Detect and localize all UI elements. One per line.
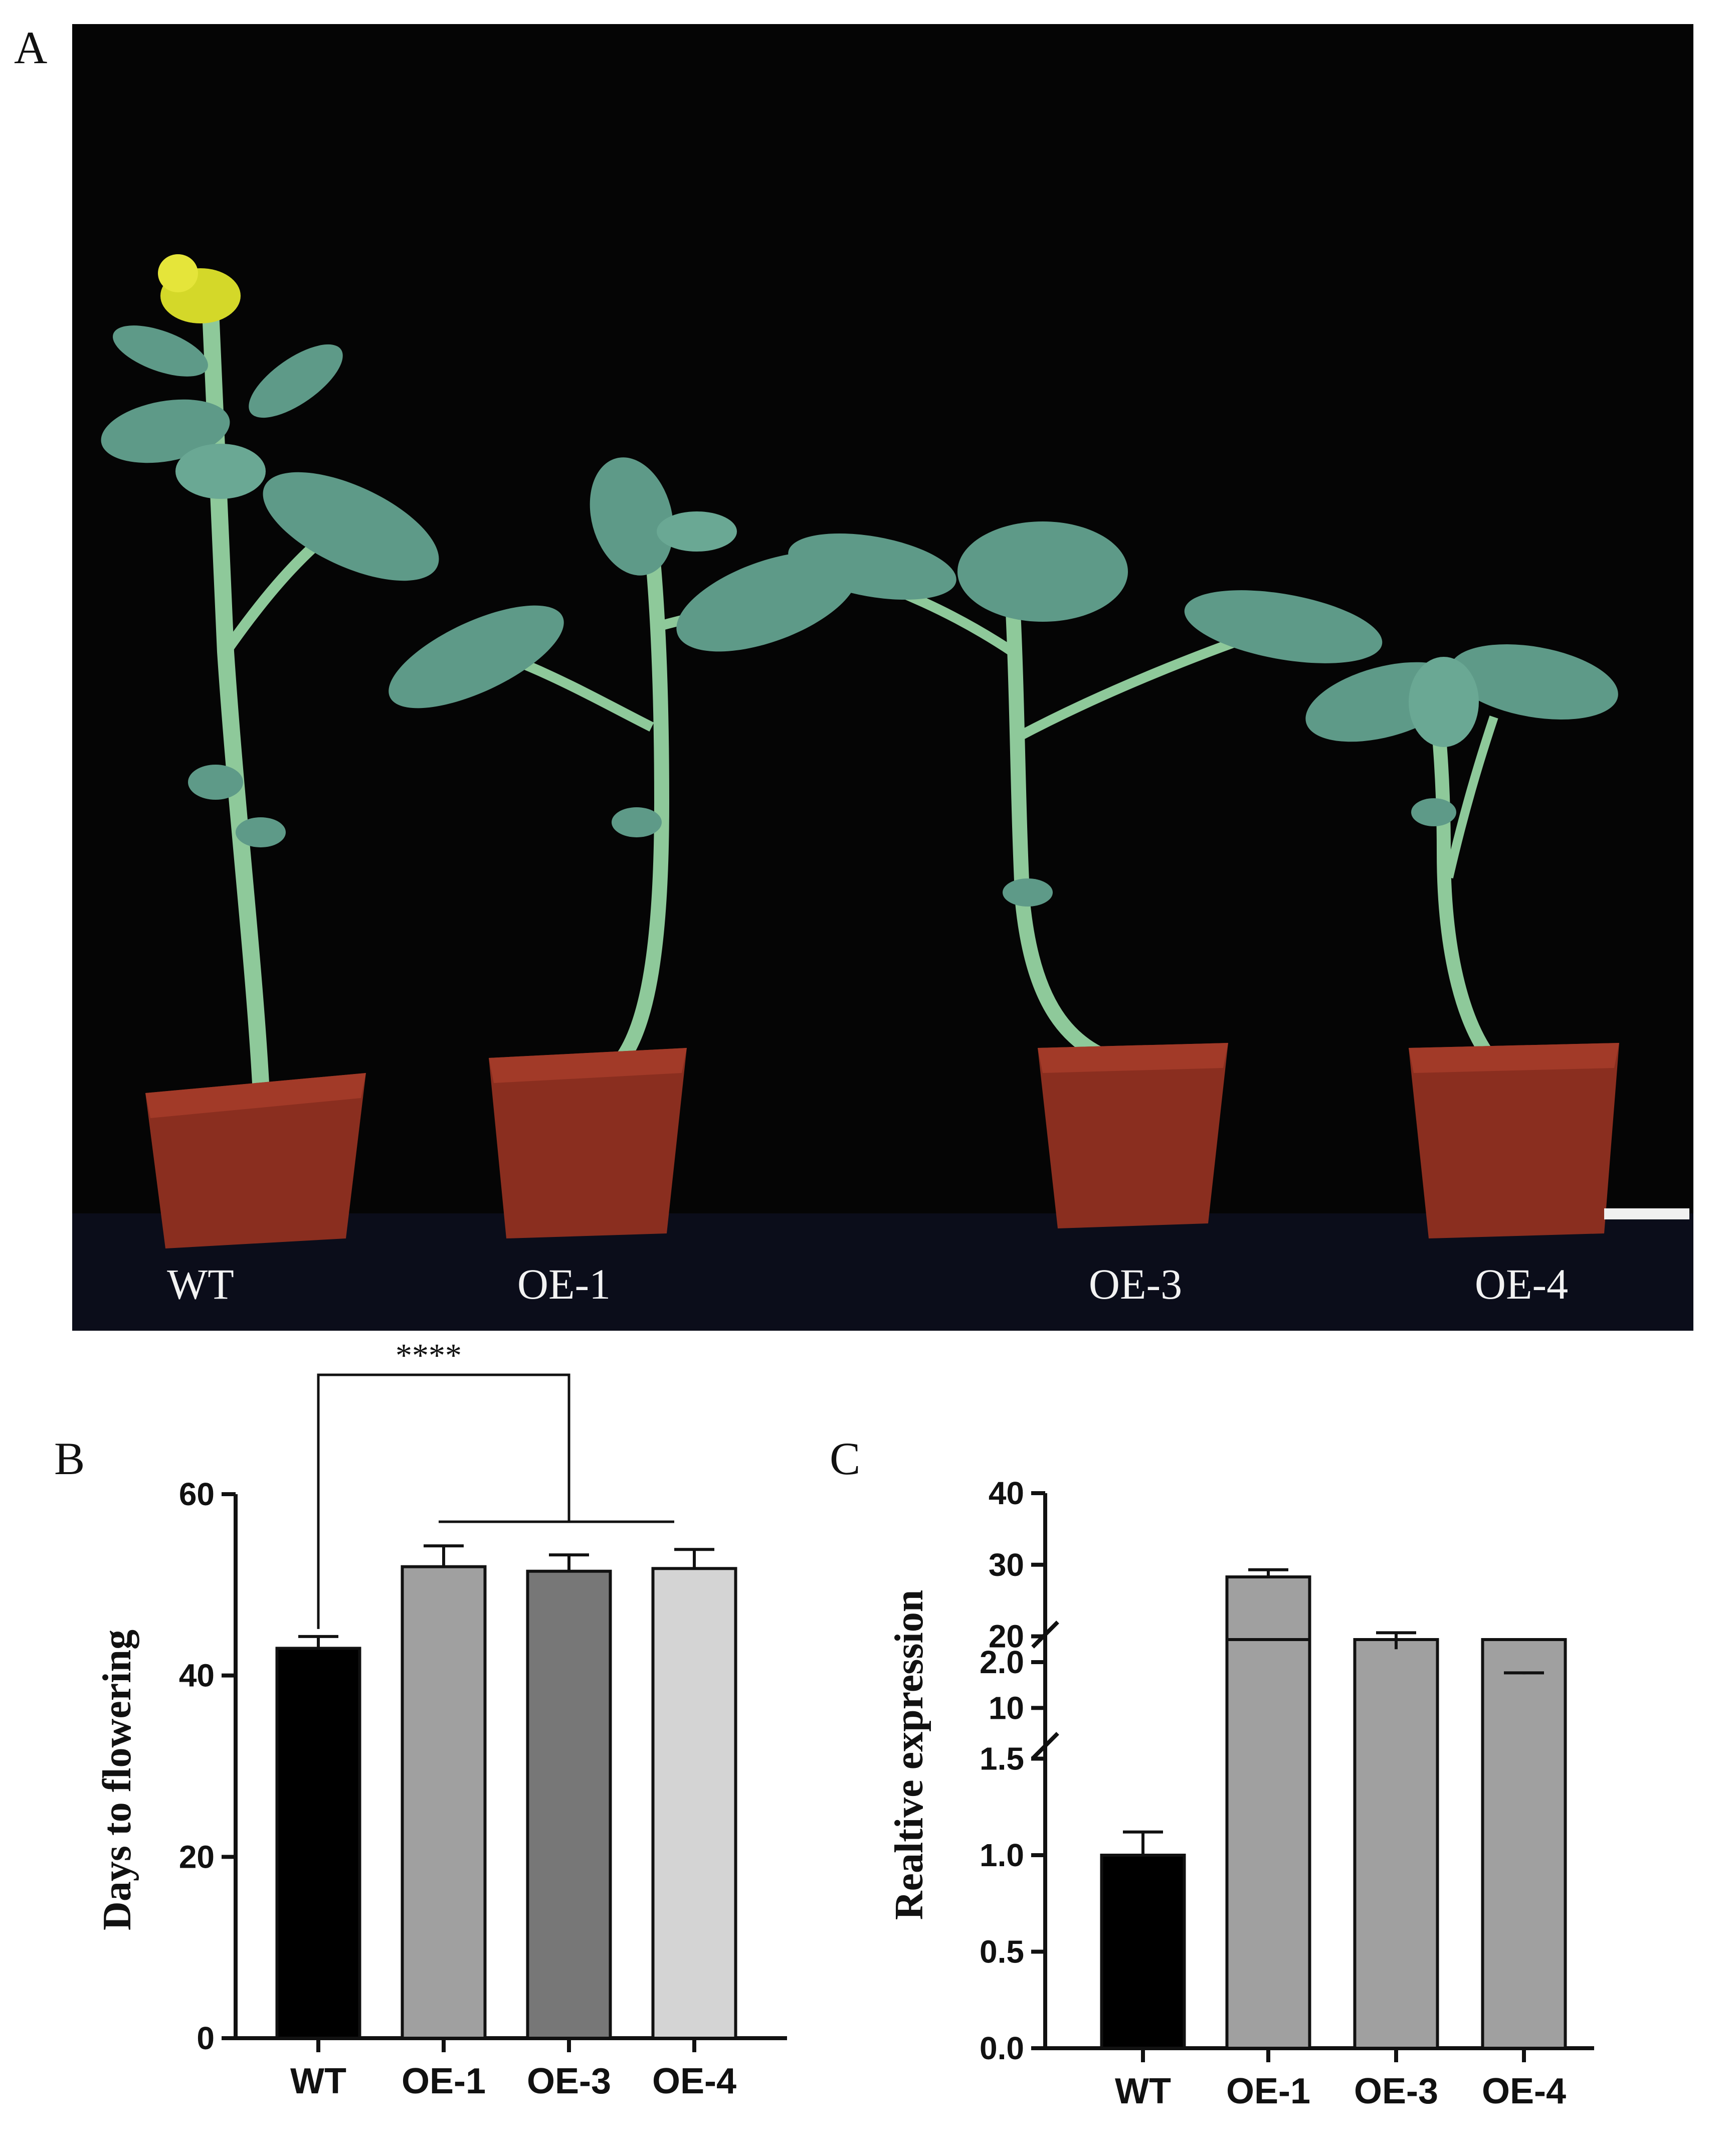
plant-oe3-pot — [1038, 1043, 1228, 1228]
panel-b-y-tick-label: 0 — [197, 2020, 215, 2056]
panel-c-y-tick-label: 1.0 — [980, 1837, 1024, 1873]
plant-oe3-pot-rim — [1038, 1043, 1228, 1073]
plant-oe1-leaf — [590, 457, 674, 576]
plant-oe1-leaf — [612, 807, 662, 837]
plant-label-oe1: OE-1 — [517, 1260, 611, 1308]
plant-wt-leaf — [249, 344, 343, 418]
plant-wt-leaf — [188, 765, 243, 800]
panel-b-bars — [275, 1544, 737, 2040]
plant-wt-flower-bud — [158, 254, 198, 292]
plant-oe3-leaf — [788, 533, 956, 600]
panel-b-bar — [401, 1565, 487, 2040]
panel-c-bar-lower — [1225, 1638, 1311, 2050]
panel-b-x-tick-label: OE-3 — [527, 2061, 611, 2101]
plant-wt-leaf — [113, 325, 208, 377]
panel-b-bar — [275, 1647, 361, 2040]
plant-oe1-leaf — [389, 605, 564, 708]
plant-oe4-branch — [1444, 715, 1498, 879]
plant-oe1-pot — [489, 1048, 687, 1238]
panel-c-y-tick-label: 1.5 — [980, 1741, 1024, 1777]
plant-wt — [101, 254, 439, 1248]
plant-wt-leaf — [101, 399, 230, 463]
scale-bar — [1604, 1208, 1689, 1219]
panel-c-y-tick-label: 30 — [989, 1547, 1024, 1583]
panel-b-x-tick-label: OE-1 — [402, 2061, 486, 2101]
plant-oe1-stem — [598, 500, 670, 1085]
panel-b-x-tick-label: WT — [290, 2061, 346, 2101]
panel-c-axis-break-mark — [1031, 1732, 1059, 1760]
plant-label-oe3: OE-3 — [1089, 1260, 1182, 1308]
panel-b-bar — [651, 1567, 737, 2040]
panel-c-y-tick-label: 2.0 — [980, 1644, 1024, 1680]
panel-b-y-axis-title: Days to flowering — [95, 1630, 139, 1930]
panel-c-y-axis-title: Realtive expression — [887, 1590, 931, 1920]
panel-b-bar — [526, 1569, 612, 2040]
significance-stars: **** — [396, 1337, 462, 1374]
panel-b-y-tick-label: 60 — [179, 1476, 215, 1512]
panel-letter-a: A — [14, 22, 47, 73]
panel-letter-c: C — [830, 1433, 860, 1484]
plant-wt-leaf — [175, 444, 266, 499]
panel-c-y-tick-label: 10 — [989, 1690, 1024, 1726]
plant-oe4 — [1305, 644, 1619, 1238]
panel-c-bar — [1100, 1854, 1186, 2050]
panel-c-axes: 0.0 0.5 1.0 1.5 2.0 10 20 30 40 WT OE-1 OE-3 OE-4 — [980, 1475, 1594, 2111]
panel-c-bars — [1100, 1568, 1567, 2050]
panel-c-x-tick-label: OE-1 — [1226, 2071, 1310, 2111]
panel-c-y-tick-label: 0.0 — [980, 2030, 1024, 2066]
plant-oe4-pot-rim — [1409, 1043, 1619, 1073]
panel-a: A — [14, 22, 1693, 1331]
panel-letter-b: B — [54, 1433, 85, 1484]
panel-b-y-tick-label: 40 — [179, 1658, 215, 1694]
panel-c-x-tick-label: OE-3 — [1354, 2071, 1438, 2111]
plant-wt-pot-rim — [145, 1073, 366, 1118]
plant-oe1-leaf — [657, 511, 737, 552]
plant-wt-leaf — [263, 472, 439, 581]
plant-oe4-leaf — [1411, 798, 1456, 826]
panel-c-bar-lower — [1353, 1638, 1439, 2050]
panel-c-x-tick-label: OE-4 — [1482, 2071, 1566, 2111]
significance-bracket — [317, 1373, 570, 1629]
plant-oe4-leaf — [1409, 657, 1479, 747]
panel-b-y-tick-label: 20 — [179, 1839, 215, 1875]
plant-oe3-leaf — [1003, 878, 1053, 907]
plant-oe1 — [389, 457, 858, 1238]
plant-label-oe4: OE-4 — [1475, 1260, 1568, 1308]
plant-oe3-leaf — [1184, 590, 1383, 663]
plant-wt-pot — [145, 1073, 366, 1248]
panel-c-bar-lower — [1481, 1638, 1567, 2050]
plant-wt-leaf — [236, 817, 286, 847]
plant-oe3 — [788, 521, 1383, 1228]
plant-label-wt: WT — [167, 1260, 234, 1308]
panel-c-y-tick-label: 0.5 — [980, 1934, 1024, 1970]
plant-oe4-leaf — [1450, 644, 1618, 720]
plant-oe3-leaf — [957, 521, 1128, 622]
plant-oe4-pot — [1409, 1043, 1619, 1238]
panel-c-y-tick-label: 20 — [989, 1619, 1024, 1655]
panel-b-chart: B Days to flowering **** 0 20 40 60 WT OE-1 OE… — [54, 1337, 787, 2101]
panel-c-chart: C Realtive expression 0.0 0.5 1.0 1.5 2.0 10 2… — [830, 1433, 1594, 2111]
panel-c-y-tick-label: 40 — [989, 1475, 1024, 1511]
plant-oe1-pot-rim — [489, 1048, 687, 1083]
panel-c-x-tick-label: WT — [1115, 2071, 1171, 2111]
panel-b-x-tick-label: OE-4 — [652, 2061, 736, 2101]
